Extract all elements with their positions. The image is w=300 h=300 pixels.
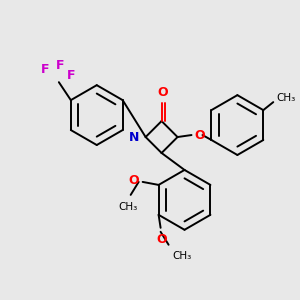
Text: CH₃: CH₃ [118,202,137,212]
Text: F: F [67,69,75,82]
Text: O: O [194,128,205,142]
Text: F: F [41,63,49,76]
Text: N: N [129,130,140,143]
Text: CH₃: CH₃ [172,251,192,261]
Text: O: O [128,174,139,188]
Text: O: O [157,86,168,99]
Text: F: F [56,59,64,72]
Text: O: O [156,233,167,246]
Text: CH₃: CH₃ [276,93,296,103]
